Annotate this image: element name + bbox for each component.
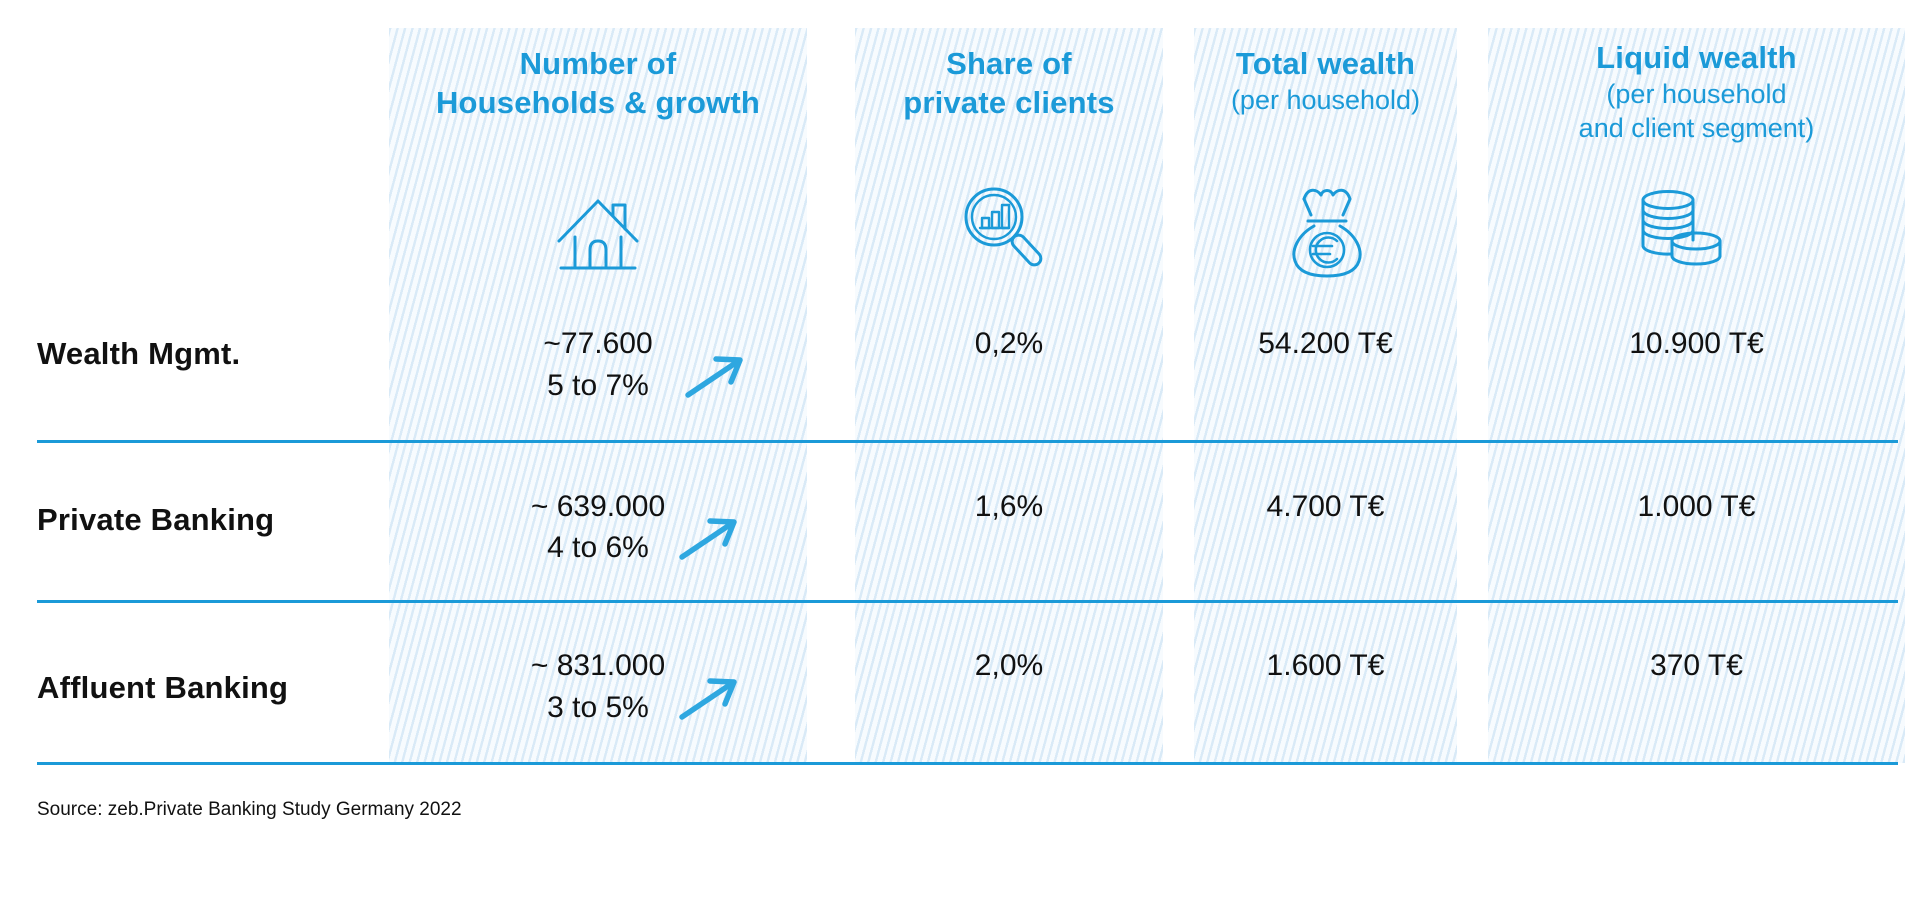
growth-arrow-icon [682,350,746,400]
growth-arrow-icon [676,672,740,722]
header-line: private clients [903,85,1115,120]
money-bag-euro-icon [1287,182,1367,278]
cell-share-value: 0,2% [974,327,1044,360]
growth-arrow-icon [676,512,740,562]
column-header-total-wealth: Total wealth (per household) [1194,44,1457,117]
row-divider [37,600,1898,603]
row-label-private-banking: Private Banking [37,502,275,537]
header-line: Share of [946,46,1072,81]
cell-households-value: ~ 639.000 [530,490,666,523]
cell-total-wealth-value: 54.200 T€ [1258,327,1393,360]
cell-share-value: 2,0% [974,649,1044,682]
cell-share-value: 1,6% [974,490,1044,523]
header-subline: (per household [1606,79,1787,109]
row-divider [37,440,1898,443]
column-band-share [855,28,1163,763]
coins-stack-icon [1637,188,1725,270]
header-line: Households & growth [435,85,761,120]
header-line: Number of [519,46,677,81]
header-line: Liquid wealth [1596,40,1797,75]
column-band-liquid-wealth [1488,28,1905,763]
house-icon [553,188,643,274]
column-band-total-wealth [1194,28,1457,763]
header-subline: and client segment) [1578,113,1815,143]
column-header-households: Number of Households & growth [389,44,807,122]
magnifier-chart-icon [963,186,1051,278]
source-note: Source: zeb.Private Banking Study German… [37,799,462,820]
cell-households-value: ~77.600 [543,327,653,360]
cell-liquid-wealth-value: 1.000 T€ [1637,490,1756,523]
cell-households-growth: 4 to 6% [547,531,649,564]
cell-households-growth: 5 to 7% [547,369,649,402]
row-label-affluent-banking: Affluent Banking [37,670,289,705]
column-header-share: Share of private clients [855,44,1163,122]
column-band-households [389,28,807,763]
cell-liquid-wealth-value: 10.900 T€ [1629,327,1764,360]
header-line: Total wealth [1235,46,1416,81]
header-subline: (per household) [1230,85,1421,115]
column-header-liquid-wealth: Liquid wealth (per household and client … [1488,38,1905,145]
row-label-wealth-mgmt: Wealth Mgmt. [37,336,241,371]
cell-total-wealth-value: 4.700 T€ [1266,490,1385,523]
cell-total-wealth-value: 1.600 T€ [1266,649,1385,682]
cell-liquid-wealth-value: 370 T€ [1650,649,1743,682]
cell-households-growth: 3 to 5% [547,691,649,724]
table-bottom-rule [37,762,1898,765]
cell-households-value: ~ 831.000 [530,649,666,682]
